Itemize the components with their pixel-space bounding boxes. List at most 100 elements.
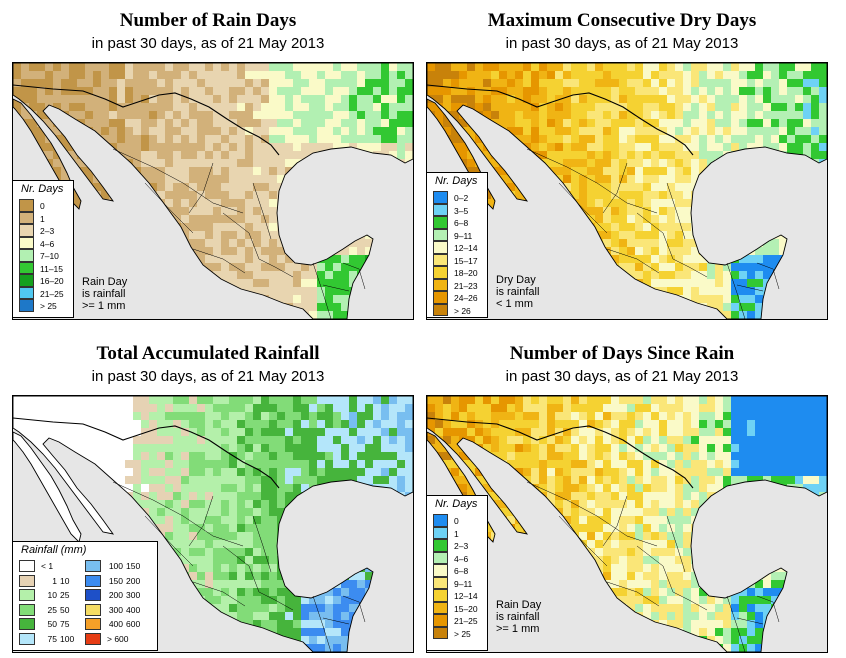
legend-swatch: [433, 626, 448, 639]
legend-label-high: 75: [60, 619, 70, 629]
legend-label: 1: [454, 528, 459, 539]
legend-label: 24–26: [454, 293, 478, 303]
legend-label: > 26: [454, 305, 471, 316]
state-boundary: [602, 162, 628, 214]
note-line: Rain Day: [82, 276, 128, 288]
coastline: [13, 98, 82, 210]
state-boundary: [606, 581, 660, 607]
legend-swatch: [433, 228, 448, 241]
legend-label-high: 10: [60, 575, 70, 586]
legend-label-high: 25: [60, 590, 70, 600]
legend-label-low: 400: [108, 619, 123, 629]
legend-label-low: 50: [47, 619, 57, 629]
coastline: [13, 396, 413, 652]
state-boundary: [342, 595, 366, 623]
legend-label: 9–11: [454, 230, 473, 241]
legend-swatch: [19, 560, 35, 572]
legend-swatch: [433, 203, 448, 216]
legend-label-low: 10: [47, 590, 57, 600]
state-boundary: [312, 595, 332, 652]
panel-days-since-rain: Number of Days Since Rain in past 30 day…: [416, 335, 828, 655]
legend-label-high: 200: [126, 575, 141, 586]
panel-title: Number of Days Since Rain: [509, 343, 735, 364]
legend-swatch: [433, 614, 448, 627]
legend-days-since-rain: Nr. Days 0 1 2–3 4–6 6–8 9–11 12–14 15–20 21–25 >…: [426, 495, 488, 651]
legend-swatch: [19, 589, 35, 601]
note-line: is rainfall: [82, 288, 126, 300]
legend-swatch: [433, 216, 448, 229]
legend-swatch: [19, 574, 35, 587]
legend-swatch: [19, 224, 34, 237]
state-boundary: [182, 515, 244, 547]
legend-title: Rainfall (mm): [21, 544, 87, 556]
state-boundary: [312, 262, 332, 319]
legend-swatch: [19, 299, 34, 312]
legend-swatch: [433, 576, 448, 589]
note-line: >= 1 mm: [496, 623, 540, 635]
map-days-since-rain: [426, 395, 828, 653]
coastline: [427, 98, 496, 210]
legend-swatch: [433, 514, 448, 527]
legend-label: 6–8: [454, 218, 469, 228]
legend-label: 18–20: [454, 268, 478, 278]
coastline: [13, 431, 82, 543]
panel-title: Number of Rain Days: [119, 10, 297, 31]
legend-label: 4–6: [40, 238, 55, 249]
state-boundary: [252, 182, 272, 240]
state-boundary: [144, 515, 194, 567]
legend-label: 2–3: [454, 541, 469, 551]
map-rain-days: [12, 62, 414, 320]
note-line: is rainfall: [496, 611, 540, 623]
coastline: [13, 63, 413, 319]
legend-label: 16–20: [40, 276, 64, 286]
state-boundary: [666, 182, 686, 240]
legend-swatch: [19, 261, 34, 274]
panel-subtitle: in past 30 days, as of 21 May 2013: [91, 368, 325, 385]
legend-label: 21–25: [454, 616, 478, 626]
legend-label: 6–8: [454, 566, 469, 576]
legend-swatch: [19, 249, 34, 262]
state-boundary: [526, 148, 598, 184]
legend-swatch: [19, 274, 34, 287]
state-boundary: [602, 495, 628, 547]
state-boundary: [182, 182, 244, 214]
legend-swatch: [85, 560, 101, 572]
state-boundary: [636, 545, 674, 593]
state-boundary: [112, 148, 184, 184]
state-boundary: [596, 182, 658, 214]
state-boundary: [526, 481, 598, 517]
legend-label-high: 150: [126, 561, 141, 571]
legend-swatch: [433, 539, 448, 552]
legend-swatch: [85, 574, 101, 587]
legend-total-rainfall: Rainfall (mm) < 1 1 10 10 25 25 50 50 75 75 100 100…: [12, 541, 158, 651]
panel-max-dry-days: Maximum Consecutive Dry Days in past 30 …: [416, 2, 828, 322]
state-boundary: [222, 212, 260, 260]
legend-label: 15–17: [454, 255, 478, 266]
legend-swatch: [19, 286, 34, 299]
legend-swatch: [85, 618, 101, 630]
legend-swatch: [433, 589, 448, 602]
state-boundary: [188, 162, 214, 214]
legend-label: 2–3: [40, 226, 55, 236]
legend-label-high: > 600: [107, 633, 129, 644]
state-boundary: [636, 212, 674, 260]
legend-swatch: [433, 526, 448, 539]
legend-swatch: [85, 589, 101, 601]
legend-swatch: [433, 191, 448, 204]
note-line: is rainfall: [496, 286, 540, 298]
state-boundary: [342, 262, 366, 290]
legend-max-dry-days: Nr. Days 0–2 3–5 6–8 9–11 12–14 15–17 18–20 21–…: [426, 172, 488, 318]
coastline: [427, 396, 827, 652]
legend-label: 12–14: [454, 591, 478, 601]
legend-label: 21–25: [40, 288, 64, 299]
legend-label-low: 25: [47, 604, 57, 615]
legend-label-low: 1: [52, 575, 57, 586]
legend-label-high: 400: [126, 604, 141, 615]
legend-label: 11–15: [40, 263, 64, 274]
note-line: >= 1 mm: [82, 300, 126, 312]
state-boundary: [322, 617, 350, 625]
legend-label: 0–2: [454, 193, 469, 203]
legend-label: 4–6: [454, 553, 469, 564]
legend-swatch: [85, 632, 101, 645]
legend-swatch: [19, 603, 35, 616]
